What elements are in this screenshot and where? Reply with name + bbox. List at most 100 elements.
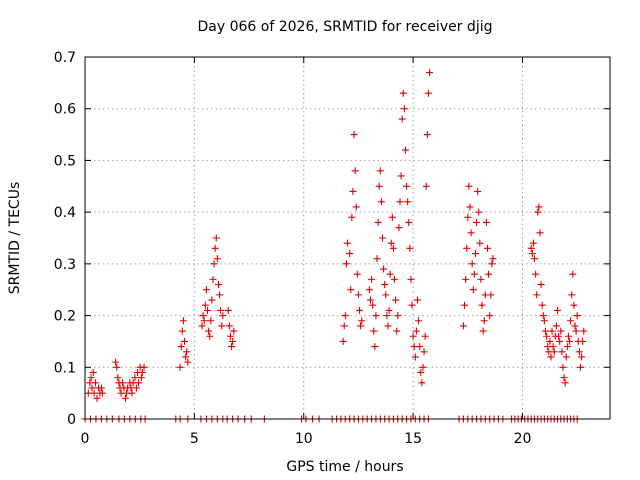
- data-point: [340, 322, 348, 330]
- data-point: [419, 363, 427, 371]
- data-point: [342, 260, 350, 268]
- data-point: [370, 327, 378, 335]
- data-point: [417, 368, 425, 376]
- data-point: [131, 374, 139, 382]
- data-point: [208, 296, 216, 304]
- data-point: [580, 327, 588, 335]
- data-point: [88, 384, 96, 392]
- data-point: [548, 327, 556, 335]
- data-point: [380, 265, 388, 273]
- x-tick-label: 15: [404, 431, 422, 447]
- data-point: [488, 260, 496, 268]
- data-point: [137, 374, 145, 382]
- data-point: [469, 286, 477, 294]
- data-point: [474, 187, 482, 195]
- data-point: [414, 296, 421, 304]
- data-point: [89, 368, 97, 376]
- data-point: [350, 131, 358, 139]
- data-point: [543, 332, 551, 340]
- data-point: [198, 322, 206, 330]
- y-tick-label: 0.1: [54, 360, 76, 376]
- data-point: [176, 363, 184, 371]
- data-point: [406, 244, 414, 252]
- data-point: [219, 312, 227, 320]
- data-point: [537, 281, 545, 289]
- data-point: [393, 327, 401, 335]
- data-point: [181, 337, 189, 345]
- data-point: [382, 291, 390, 299]
- data-point: [374, 218, 382, 226]
- plot-frame: [84, 56, 611, 420]
- data-point: [179, 317, 187, 325]
- data-point: [408, 301, 416, 309]
- data-point: [394, 312, 402, 320]
- data-point: [480, 317, 488, 325]
- data-point: [354, 291, 362, 299]
- data-point: [379, 234, 386, 242]
- data-point: [385, 306, 393, 314]
- data-point: [556, 337, 564, 345]
- data-point: [409, 332, 417, 340]
- data-point: [573, 312, 581, 320]
- data-point: [559, 363, 567, 371]
- data-point: [561, 379, 569, 387]
- data-point: [421, 332, 429, 340]
- data-point: [487, 291, 495, 299]
- data-point: [569, 270, 577, 278]
- data-point: [578, 353, 586, 361]
- data-point: [84, 389, 92, 397]
- data-point: [178, 327, 186, 335]
- data-point: [358, 317, 366, 325]
- data-point: [404, 198, 412, 206]
- data-point: [562, 353, 570, 361]
- data-point: [392, 296, 400, 304]
- data-point: [405, 218, 413, 226]
- data-point: [206, 332, 214, 340]
- data-point: [477, 275, 485, 283]
- data-point: [368, 275, 376, 283]
- data-point: [566, 337, 574, 345]
- y-tick-label: 0.5: [54, 153, 76, 169]
- data-point: [489, 255, 497, 263]
- data-point: [183, 348, 191, 356]
- y-tick-label: 0.7: [54, 50, 76, 66]
- data-point: [87, 374, 95, 382]
- data-point: [225, 322, 233, 330]
- data-point: [372, 312, 380, 320]
- data-point: [113, 363, 121, 371]
- data-point: [411, 353, 419, 361]
- data-point: [527, 244, 535, 252]
- data-point: [397, 172, 405, 180]
- data-point: [210, 260, 218, 268]
- data-point: [229, 337, 237, 345]
- data-point: [478, 301, 486, 309]
- data-point: [532, 270, 540, 278]
- data-point: [352, 203, 360, 211]
- data-point: [479, 327, 487, 335]
- y-axis-label: SRMTID / TECUs: [7, 182, 23, 295]
- data-point: [365, 286, 373, 294]
- data-point: [535, 203, 543, 211]
- data-point: [381, 281, 389, 289]
- data-point: [560, 374, 568, 382]
- data-point: [572, 327, 580, 335]
- data-point: [204, 306, 211, 314]
- data-point: [552, 322, 560, 330]
- data-point: [464, 213, 472, 221]
- data-point: [554, 306, 561, 314]
- data-point: [570, 301, 578, 309]
- data-point: [217, 306, 225, 314]
- data-point: [461, 301, 469, 309]
- data-point: [558, 348, 566, 356]
- y-tick-label: 0.4: [54, 205, 76, 221]
- x-tick-label: 0: [81, 431, 90, 447]
- data-point: [416, 343, 424, 351]
- data-point: [459, 322, 467, 330]
- data-point: [218, 322, 226, 330]
- data-point: [112, 358, 120, 366]
- data-point: [119, 379, 127, 387]
- data-point: [226, 332, 234, 340]
- data-point: [398, 115, 406, 123]
- y-tick-label: 0.2: [54, 309, 76, 325]
- data-point: [132, 384, 140, 392]
